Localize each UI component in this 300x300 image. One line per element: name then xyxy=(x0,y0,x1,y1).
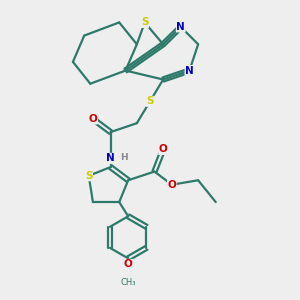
Text: N: N xyxy=(106,153,115,164)
Text: O: O xyxy=(124,260,133,269)
Text: O: O xyxy=(88,114,97,124)
Text: N: N xyxy=(176,22,185,32)
Text: CH₃: CH₃ xyxy=(120,278,136,287)
Text: S: S xyxy=(85,171,92,181)
Text: S: S xyxy=(146,96,154,106)
Text: N: N xyxy=(185,66,194,76)
Text: H: H xyxy=(120,153,128,162)
Text: O: O xyxy=(159,145,167,154)
Text: S: S xyxy=(141,17,148,27)
Text: O: O xyxy=(167,180,176,190)
